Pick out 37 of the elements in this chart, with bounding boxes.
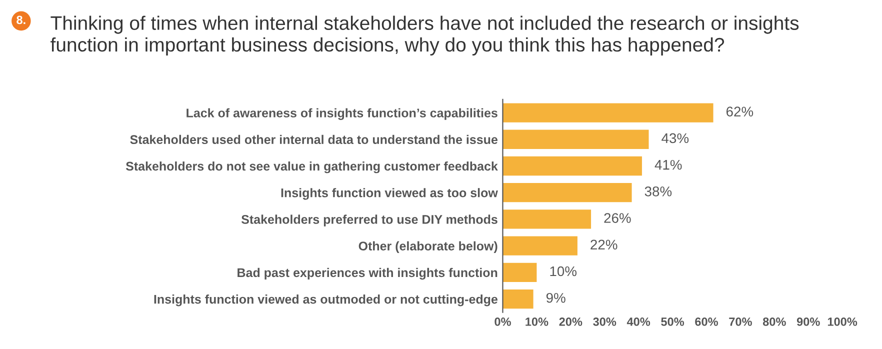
bar <box>502 103 714 122</box>
data-label: 10% <box>550 266 576 276</box>
chart-title: Thinking of times when internal stakeholders have not included the research or insights function in important business decisions, why do you think this has happened? <box>50 16 799 56</box>
y-tick-label: Lack of awareness of insights function’s capabilities <box>186 108 498 120</box>
x-tick-label: 90% <box>796 318 820 326</box>
data-label: 9% <box>546 292 566 303</box>
bar <box>502 236 578 256</box>
data-label: 41% <box>654 160 682 170</box>
x-tick-label: 80% <box>762 318 786 326</box>
x-tick-label: 60% <box>695 318 718 326</box>
x-tick-label: 0% <box>494 318 511 326</box>
data-label: 62% <box>726 106 754 116</box>
y-tick-label: Bad past experiences with insights function <box>238 268 498 280</box>
bar <box>502 130 649 149</box>
data-label: 26% <box>604 213 631 223</box>
bar <box>502 289 534 309</box>
data-label: 43% <box>662 133 689 144</box>
y-tick-label: Stakeholders used other internal data to understand the issue <box>130 134 498 144</box>
data-label: 38% <box>644 186 672 196</box>
text: 8. <box>16 16 26 24</box>
bar <box>502 183 632 202</box>
x-tick-label: 70% <box>729 318 752 326</box>
x-tick-label: 30% <box>593 318 616 326</box>
bar <box>502 262 537 282</box>
x-tick-label: 20% <box>559 318 582 326</box>
y-tick-label: Other (elaborate below) <box>358 241 498 253</box>
x-tick-label: 10% <box>526 318 548 326</box>
x-tick-label: 50% <box>661 318 684 326</box>
y-tick-label: Stakeholders preferred to use DIY methods <box>241 214 498 226</box>
y-tick-label: Insights function viewed as outmoded or not cutting-edge <box>154 294 498 306</box>
x-tick-label: 40% <box>626 318 650 326</box>
y-tick-label: Insights function viewed as too slow <box>281 188 498 200</box>
x-tick-label: 100% <box>828 318 858 326</box>
bar <box>502 156 642 176</box>
y-tick-label: Stakeholders do not see value in gathering customer feedback <box>126 161 498 174</box>
bar <box>502 210 592 229</box>
data-label: 22% <box>590 240 618 250</box>
